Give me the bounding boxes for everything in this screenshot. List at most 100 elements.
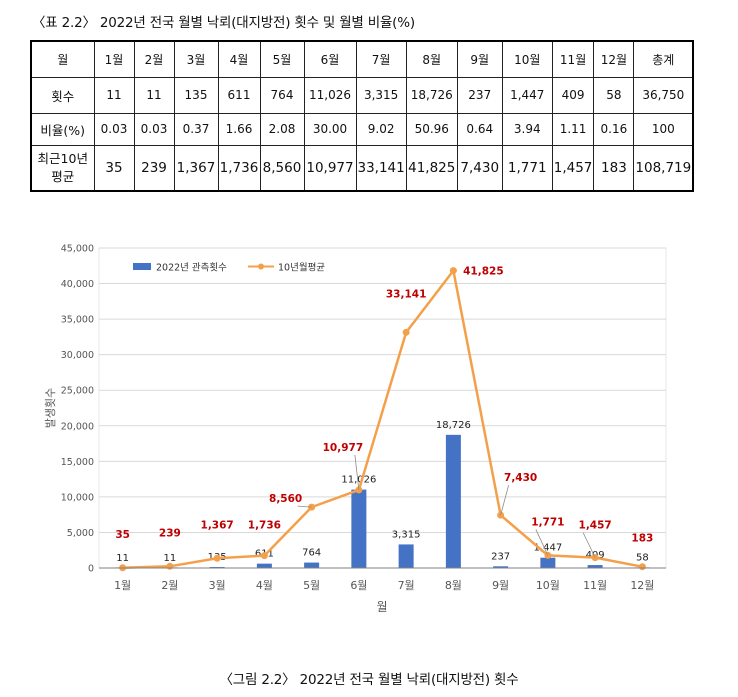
chart-x-tick-label: 8월	[445, 579, 462, 592]
table-header-cell: 11월	[551, 40, 595, 78]
chart-line-label: 1,367	[201, 519, 234, 531]
chart-line	[122, 269, 643, 570]
chart-bar	[540, 557, 556, 568]
table-header-cell: 5월	[259, 40, 305, 78]
table-header-cell: 9월	[456, 40, 503, 78]
table-cell: 1.11	[551, 112, 595, 146]
table-row-label-line: 평균	[51, 168, 75, 184]
chart-bar	[587, 565, 603, 568]
chart-x-tick-label: 1월	[114, 579, 131, 592]
table-cell: 1,771	[501, 144, 553, 192]
chart-ylabel: 발생횟수	[44, 388, 57, 428]
table-cell: 11	[93, 76, 135, 114]
table-cell: 33,141	[355, 144, 407, 192]
table-cell: 0.03	[133, 112, 175, 146]
chart-bar-label: 764	[302, 548, 321, 559]
table-cell: 239	[133, 144, 175, 192]
chart-bar-label: 3,315	[392, 529, 421, 540]
chart-x-tick-label: 5월	[303, 579, 320, 592]
table-cell: 0.16	[593, 112, 635, 146]
table-header-cell: 6월	[303, 40, 357, 78]
chart-line-label: 1,457	[579, 520, 612, 532]
legend-bar-swatch	[133, 263, 151, 270]
chart-bar	[304, 562, 320, 568]
chart-line-label: 1,736	[248, 520, 281, 532]
chart-line-label: 35	[115, 529, 130, 541]
table-cell: 2.08	[259, 112, 305, 146]
lightning-chart: 0 5,000 10,000 15,000 20,000 25,000 30,000 35,0…	[44, 244, 667, 614]
table-cell: 36,750	[633, 76, 694, 114]
table-cell: 35	[93, 144, 135, 192]
table-cell: 3.94	[501, 112, 553, 146]
chart-line-label: 7,430	[504, 472, 537, 484]
table-header-cell: 7월	[355, 40, 407, 78]
table-header-cell: 8월	[405, 40, 458, 78]
chart-label-leader	[582, 532, 596, 558]
table-cell: 1,447	[501, 76, 553, 114]
table-header-cell: 4월	[217, 40, 261, 78]
table-cell: 135	[173, 76, 219, 114]
chart-line-point	[544, 551, 552, 559]
chart-bar-label: 1,447	[534, 543, 563, 554]
table-cell: 0.03	[93, 112, 135, 146]
chart-label-leader	[500, 485, 510, 516]
chart-label-leader	[535, 529, 549, 556]
chart-line-point	[449, 267, 457, 275]
chart-bar	[256, 563, 272, 568]
chart-y-tick-label: 5,000	[67, 528, 94, 539]
table-cell: 1,736	[217, 144, 261, 192]
table-cell: 50.96	[405, 112, 458, 146]
chart-y-tick-label: 30,000	[61, 350, 94, 361]
chart-gridlines	[99, 247, 666, 533]
table-row-count: 횟수 11 11 135 611 764 11,026 3,315 18,726 237 1,447…	[30, 76, 694, 114]
table-header-cell: 3월	[173, 40, 219, 78]
chart-legend: 2022년 관측횟수 10년월평균	[133, 262, 325, 274]
chart-bar-label: 237	[491, 551, 510, 562]
table-cell: 7,430	[456, 144, 503, 192]
legend-line-label: 10년월평균	[278, 262, 325, 274]
table-cell: 8,560	[259, 144, 305, 192]
table-cell: 108,719	[633, 144, 694, 192]
chart-line-label: 41,825	[463, 266, 504, 278]
table-cell: 183	[593, 144, 635, 192]
chart-line-label: 183	[631, 533, 653, 545]
chart-line-point	[260, 552, 268, 560]
chart-x-tick-label: 4월	[256, 579, 273, 592]
table-cell: 41,825	[405, 144, 458, 192]
chart-bar-label: 18,726	[436, 420, 471, 431]
chart-x-tick-label: 12월	[630, 579, 654, 592]
chart-line-point	[638, 563, 646, 571]
table-cell: 9.02	[355, 112, 407, 146]
chart-y-tick-label: 15,000	[61, 457, 94, 468]
chart-line-series	[119, 267, 646, 572]
chart-bar	[351, 489, 367, 568]
table-header-row: 월 1월 2월 3월 4월 5월 6월 7월 8월 9월 10월 11월 12월 총계	[30, 40, 694, 78]
table-row-label-line: 최근10년	[37, 150, 88, 166]
chart-line-label: 33,141	[386, 288, 427, 300]
chart-line-label: 10,977	[323, 442, 364, 454]
chart-line-label: 1,771	[531, 516, 564, 528]
chart-bar-label: 11	[116, 553, 129, 564]
table-cell: 409	[551, 76, 595, 114]
chart-label-leader	[354, 454, 360, 490]
table-header-cell: 1월	[93, 40, 135, 78]
table-row-label: 비율(%)	[30, 112, 95, 146]
chart-bar	[398, 544, 414, 568]
chart-x-tick-label: 2월	[161, 579, 178, 592]
chart-x-tick-label: 11월	[583, 579, 607, 592]
table-cell: 11,026	[303, 76, 357, 114]
chart-line-labels: 35 239 1,367 1,736 8,560 10,977 33,141 41,825 7,…	[115, 266, 653, 558]
monthly-lightning-table: 월 1월 2월 3월 4월 5월 6월 7월 8월 9월 10월 11월 12월 총계 횟수 11 11 135…	[30, 40, 695, 192]
chart-y-tick-label: 10,000	[61, 492, 94, 503]
chart-y-tick-label: 0	[88, 564, 94, 575]
table-cell: 18,726	[405, 76, 458, 114]
table-row-ratio: 비율(%) 0.03 0.03 0.37 1.66 2.08 30.00 9.02 50.96 0…	[30, 112, 694, 146]
chart-bar	[493, 566, 509, 568]
table-cell: 1,457	[551, 144, 595, 192]
chart-bar-label: 58	[636, 553, 649, 564]
chart-line-point	[402, 328, 410, 336]
chart-xlabel: 월	[376, 600, 387, 614]
chart-line-label: 8,560	[269, 493, 302, 505]
chart-x-tick-label: 9월	[492, 579, 509, 592]
